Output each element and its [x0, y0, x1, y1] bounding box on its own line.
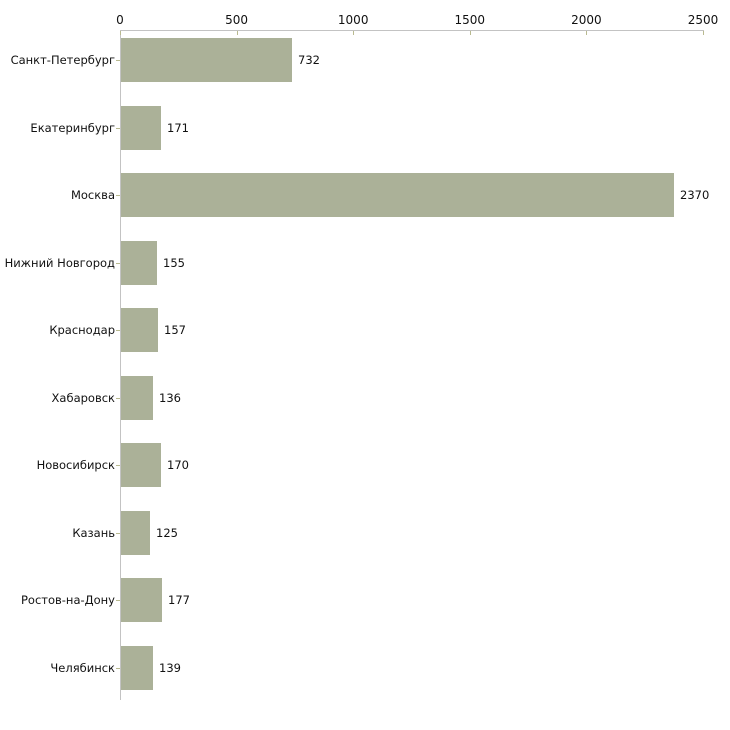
y-axis-tick-mark	[116, 263, 120, 264]
x-axis-line	[120, 30, 704, 31]
category-label: Челябинск	[50, 661, 115, 675]
category-label: Москва	[70, 188, 115, 202]
bar	[121, 578, 162, 622]
bar	[121, 38, 292, 82]
x-axis-tick-label: 500	[225, 13, 249, 27]
bar	[121, 375, 153, 420]
y-axis-tick-mark	[116, 533, 120, 534]
category-label: Нижний Новгород	[4, 256, 115, 270]
category-label: Краснодар	[49, 323, 115, 337]
category-label: Ростов-на-Дону	[20, 593, 115, 607]
x-axis-tick-label: 1500	[454, 13, 486, 27]
y-axis-tick-mark	[116, 668, 120, 669]
category-label: Хабаровск	[51, 391, 115, 405]
x-axis-tick-mark	[703, 31, 704, 35]
category-label: Казань	[72, 526, 115, 540]
value-label: 139	[159, 661, 181, 675]
y-axis-line	[120, 30, 121, 700]
category-label: Екатеринбург	[30, 121, 115, 135]
y-axis-tick-mark	[116, 60, 120, 61]
value-label: 732	[298, 53, 320, 67]
value-label: 125	[156, 526, 178, 540]
x-axis-tick-mark	[469, 31, 471, 35]
bar	[121, 173, 674, 217]
value-label: 157	[164, 323, 186, 337]
x-axis-tick-label: 2000	[571, 13, 602, 27]
y-axis-tick-mark	[116, 128, 120, 129]
bar	[121, 240, 157, 285]
y-axis-tick-mark	[116, 330, 120, 331]
value-label: 171	[167, 121, 189, 135]
x-axis-tick-mark	[120, 31, 121, 35]
y-axis-tick-mark	[116, 398, 120, 399]
y-axis-tick-mark	[116, 600, 120, 601]
y-axis-tick-mark	[116, 465, 120, 466]
category-label: Санкт-Петербург	[10, 53, 115, 67]
category-label: Новосибирск	[36, 458, 115, 472]
value-label: 177	[168, 593, 190, 607]
bar	[121, 308, 158, 352]
x-axis-tick-mark	[586, 31, 588, 35]
value-label: 155	[163, 256, 185, 270]
x-axis-tick-mark	[353, 31, 355, 35]
value-label: 170	[167, 458, 189, 472]
bar	[121, 645, 153, 690]
x-axis-tick-label: 0	[116, 13, 124, 27]
value-label: 136	[159, 391, 181, 405]
bar	[121, 105, 161, 150]
x-axis-tick-label: 1000	[337, 13, 369, 27]
x-axis-tick-mark	[236, 31, 238, 35]
bar	[121, 443, 161, 487]
x-axis-tick-label: 2500	[687, 13, 719, 27]
value-label: 2370	[680, 188, 710, 202]
bar	[121, 510, 150, 555]
y-axis-tick-mark	[116, 195, 120, 196]
